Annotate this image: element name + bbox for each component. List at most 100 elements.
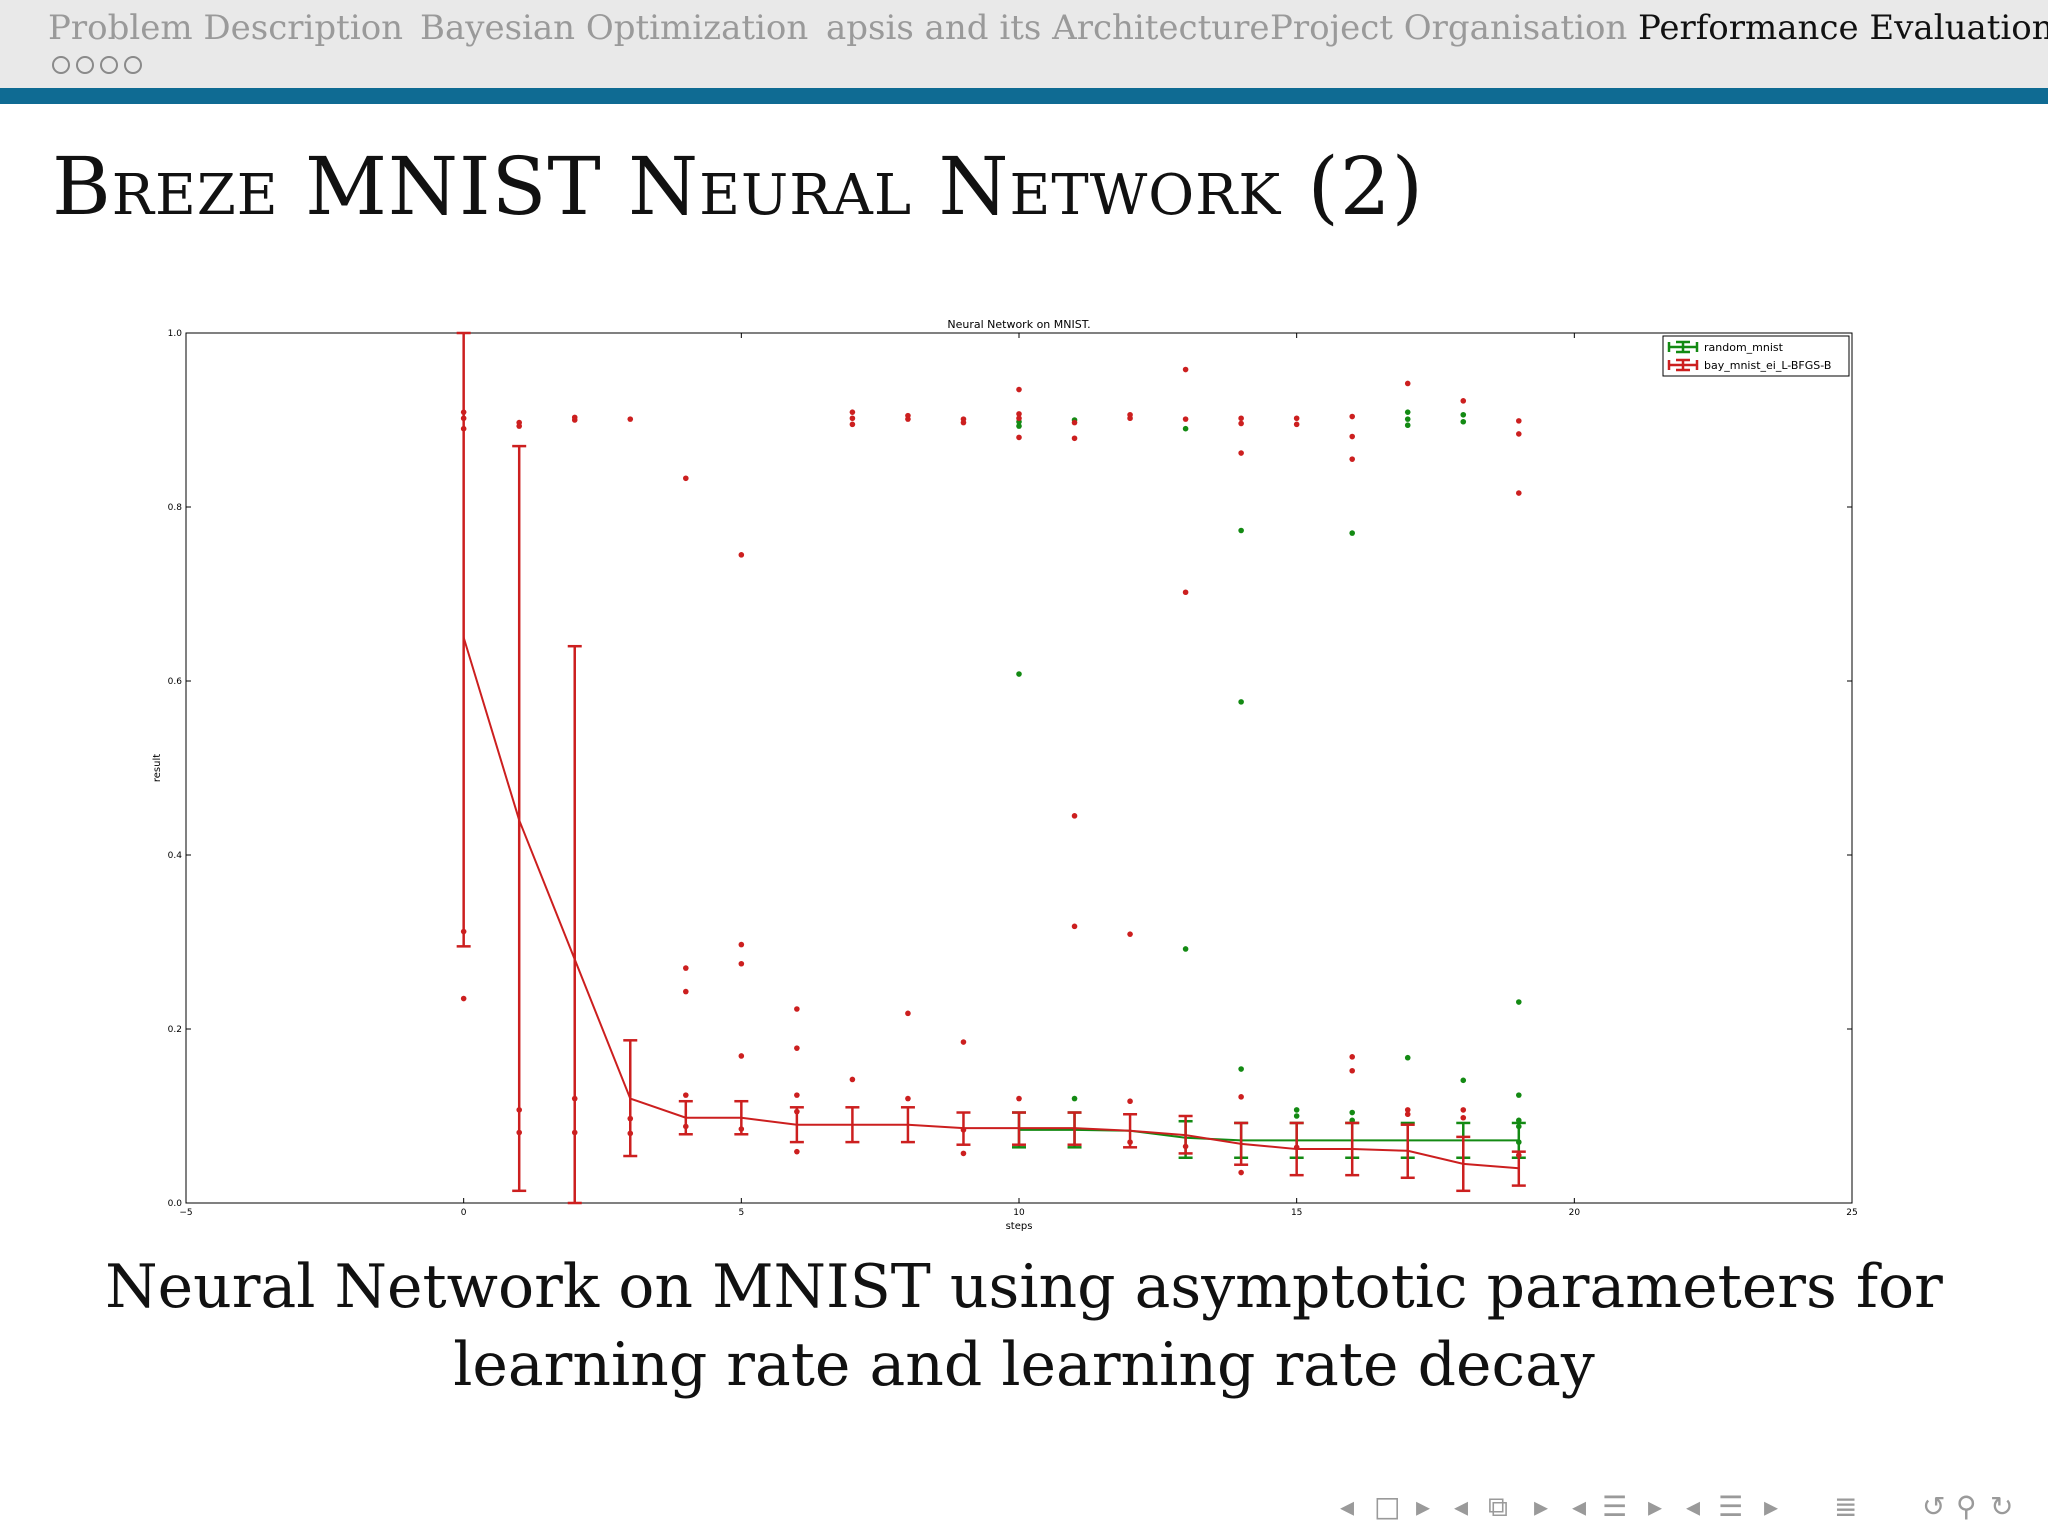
bayes-point [1293,421,1300,428]
arrow-right-icon[interactable]: ▸ [1534,1490,1549,1523]
x-tick-label: 25 [1846,1208,1857,1218]
arrow-right-icon[interactable]: ▸ [1648,1490,1663,1523]
random-point [1016,671,1022,677]
bayes-point [1182,366,1189,373]
search-icon[interactable]: ⚲ [1956,1490,1977,1523]
beamer-navigation-controls: ◂ □ ▸ ◂ ⧉ ▸ ◂ ☰ ▸ ◂ ☰ ▸ ≣ ↺ ⚲ ↻ [1340,1490,2040,1526]
nav-section-problem-description[interactable]: Problem Description [48,8,404,48]
undo-icon[interactable]: ↺ [1922,1490,1946,1523]
bayes-point [460,415,467,422]
bayes-point [960,1127,967,1133]
bayes-point [794,1148,800,1155]
bayes-mean-line [462,637,1519,1170]
bayes-error-bar [1067,1111,1082,1146]
plot-area [185,332,1853,1204]
random-point [1516,1092,1522,1098]
nav-section-bayesian-optimization[interactable]: Bayesian Optimization [420,8,809,48]
x-tick-label: −5 [179,1208,192,1218]
random-point [1404,409,1411,415]
chart: Neural Network on MNIST. steps result −5… [152,318,1858,1232]
bayes-point [1016,415,1022,422]
subsection-dot[interactable] [52,56,70,74]
bayes-error-bar [512,444,527,1193]
subsection-dot[interactable] [124,56,142,74]
random-point [1516,1139,1522,1145]
arrow-left-icon[interactable]: ◂ [1454,1490,1469,1523]
slide-caption: Neural Network on MNIST using asymptotic… [0,1248,2048,1404]
bayes-error-bar [845,1106,860,1144]
bayes-point [1016,411,1022,417]
chart-title: Neural Network on MNIST. [947,318,1090,331]
bayes-point [683,988,689,995]
arrow-left-icon[interactable]: ◂ [1686,1490,1701,1523]
arrow-left-icon[interactable]: ◂ [1340,1490,1355,1523]
nav-section-apsis-architecture[interactable]: apsis and its Architecture [826,8,1270,48]
bayes-point [683,475,689,482]
bayes-point [1404,1111,1411,1118]
x-tick-label: 20 [1569,1208,1581,1218]
section-icon[interactable]: ☰ [1602,1490,1628,1523]
bayes-point [1182,589,1189,596]
bayes-point [1293,1144,1300,1151]
subsection-dot[interactable] [76,56,94,74]
nav-section-project-organisation[interactable]: Project Organisation [1270,8,1628,48]
arrow-right-icon[interactable]: ▸ [1764,1490,1779,1523]
bayes-error-bar [1400,1123,1415,1180]
random-point [1293,1107,1300,1113]
y-tick-label: 0.6 [168,677,183,687]
subsection-icon[interactable]: ⧉ [1488,1490,1508,1523]
random-point [1238,699,1244,705]
bayes-point [1238,450,1244,456]
x-tick-label: 5 [738,1208,744,1218]
random-point [1349,530,1355,536]
bayes-point [1404,1107,1411,1113]
bayes-point [1516,490,1522,496]
bayes-error-bar [1012,1111,1026,1146]
bayes-point [1404,380,1411,387]
toc-icon[interactable]: ≣ [1834,1490,1858,1523]
bayes-point [1127,1098,1133,1105]
bayes-point [1071,419,1078,426]
legend-box [1662,335,1850,377]
random-point [1016,423,1022,429]
outline-icon[interactable]: ☰ [1718,1490,1744,1523]
bayes-point [1238,415,1244,422]
bayes-point [794,1045,800,1051]
legend-key-bayes [1667,358,1699,372]
bayes-point [1293,415,1300,422]
bayes-point [794,1006,800,1012]
bayes-point [516,423,522,429]
y-tick-label: 0.8 [168,503,183,513]
subsection-dot[interactable] [100,56,118,74]
bayes-point [516,1129,522,1136]
bayes-point [460,995,467,1002]
bayes-point [571,1095,578,1102]
random-point [1071,1095,1078,1102]
bayes-point [1349,433,1355,440]
random-point [1404,416,1411,422]
bayes-point [1127,415,1133,422]
bayes-point [1127,931,1133,937]
arrow-right-icon[interactable]: ▸ [1416,1490,1431,1523]
x-axis-label: steps [1006,1221,1033,1232]
x-tick-label: 0 [461,1208,467,1218]
nav-section-performance-evaluation[interactable]: Performance Evaluation [1638,8,2048,48]
frame-icon[interactable]: □ [1374,1490,1401,1523]
bayes-point [627,1115,634,1122]
bayes-point [905,1010,911,1017]
bayes-error-bar [1456,1135,1471,1193]
bayes-point [627,416,634,422]
bayes-point [738,960,745,967]
bayes-point [683,1092,689,1098]
bayes-point [1460,398,1467,404]
header-rule [0,88,2048,104]
random-point [1516,1117,1522,1124]
arrow-left-icon[interactable]: ◂ [1572,1490,1587,1523]
bayes-point [905,416,911,422]
random-point [1404,1054,1411,1061]
random-point [1293,1113,1300,1119]
bayes-point [516,1107,522,1113]
redo-icon[interactable]: ↻ [1990,1490,2014,1523]
bayes-point [683,1123,689,1130]
bayes-point [849,409,856,415]
